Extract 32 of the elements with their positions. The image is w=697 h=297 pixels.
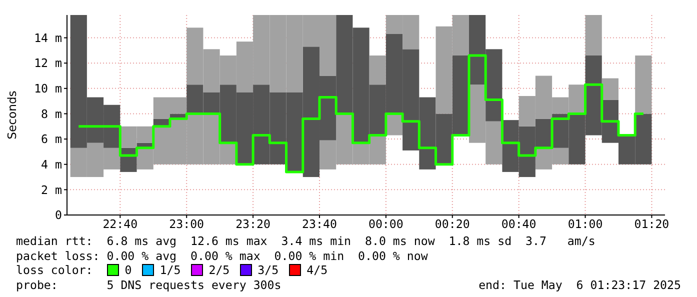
bar (369, 56, 386, 85)
y-tick-label: 10 m (34, 82, 62, 96)
bar (585, 15, 602, 56)
text: packet loss: 0.00 % avg 0.00 % max 0.00 % min 0.00 % now (16, 248, 429, 263)
x-tick-label: 00:20 (434, 217, 470, 232)
x-tick-label: 23:40 (302, 217, 337, 232)
text: probe: 5 DNS requests every 300s (16, 278, 282, 292)
y-tick-label: 2 m (41, 182, 62, 197)
x-tick-label: 22:40 (102, 217, 138, 232)
x-tick-label: 23:00 (169, 217, 204, 232)
y-tick-label: 14 m (34, 30, 62, 45)
y-tick-label: 4 m (41, 157, 62, 172)
legend-label: 2/5 (208, 263, 230, 278)
text: median rtt: 6.8 ms avg 12.6 ms max 3.4 ms min 8.0 ms now 1.8 ms sd 3.7 am/s (16, 234, 596, 248)
x-tick-label: 00:40 (501, 217, 536, 232)
legend-label: 0 (124, 263, 132, 278)
y-tick-label: 12 m (34, 56, 62, 70)
legend-label: 4/5 (306, 263, 328, 278)
legend-label: 3/5 (258, 263, 279, 278)
x-tick-label: 01:20 (634, 217, 670, 232)
x-tick-label: 01:00 (568, 217, 603, 232)
y-axis-title: Seconds (5, 90, 20, 140)
legend-label: 1/5 (160, 263, 181, 278)
bar (602, 78, 618, 100)
y-tick-label: 6 m (41, 132, 62, 146)
bar (635, 56, 652, 114)
legend-title: loss color: (16, 263, 93, 278)
x-tick-label: 00:00 (368, 217, 404, 232)
y-tick-label: 8 m (41, 106, 62, 121)
text: end: Tue May 6 01:23:17 2025 (478, 278, 681, 292)
x-tick-label: 23:20 (236, 217, 271, 232)
y-tick-label: 0 (55, 208, 62, 222)
